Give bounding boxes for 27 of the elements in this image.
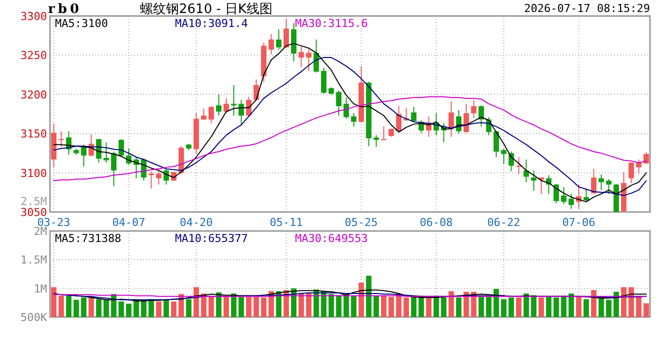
x-tick-label: 05-11 — [270, 216, 303, 229]
y-tick-label: 3050 — [20, 206, 47, 219]
x-tick-label: 04-07 — [112, 216, 146, 229]
y-tick-label: 2M — [34, 225, 48, 238]
text: MA30:3115.6 — [295, 17, 368, 30]
y-tick-label: 3200 — [20, 88, 47, 102]
text: MA5:3100 — [55, 17, 108, 30]
y-tick-label: 1.5M — [20, 254, 48, 267]
y-tick-label: 500K — [20, 311, 48, 324]
x-tick-label: 06-08 — [420, 216, 453, 229]
text: 2026-07-17 08:15:29 — [524, 2, 650, 15]
y-tick-label: 1M — [34, 282, 48, 296]
chart-subtitle: rb0 — [48, 2, 82, 17]
y-tick-label: 3250 — [20, 49, 47, 62]
text: MA30:649553 — [295, 232, 368, 245]
text: MA10:655377 — [175, 232, 248, 245]
x-tick-label: 05-25 — [344, 216, 378, 229]
y-tick-label: 3150 — [20, 128, 47, 141]
text: MA10:3091.4 — [175, 17, 248, 30]
x-tick-label: 06-22 — [487, 216, 520, 229]
chart-title: 螺纹钢2610 - 日K线图 — [140, 2, 273, 17]
y-tick-label: 3100 — [20, 166, 47, 180]
x-tick-label: 07-06 — [562, 216, 596, 229]
text: 2.5M — [20, 195, 48, 208]
x-tick-label: 04-20 — [180, 216, 213, 229]
y-tick-label: 3300 — [20, 10, 47, 23]
text: MA5:731388 — [55, 232, 122, 245]
